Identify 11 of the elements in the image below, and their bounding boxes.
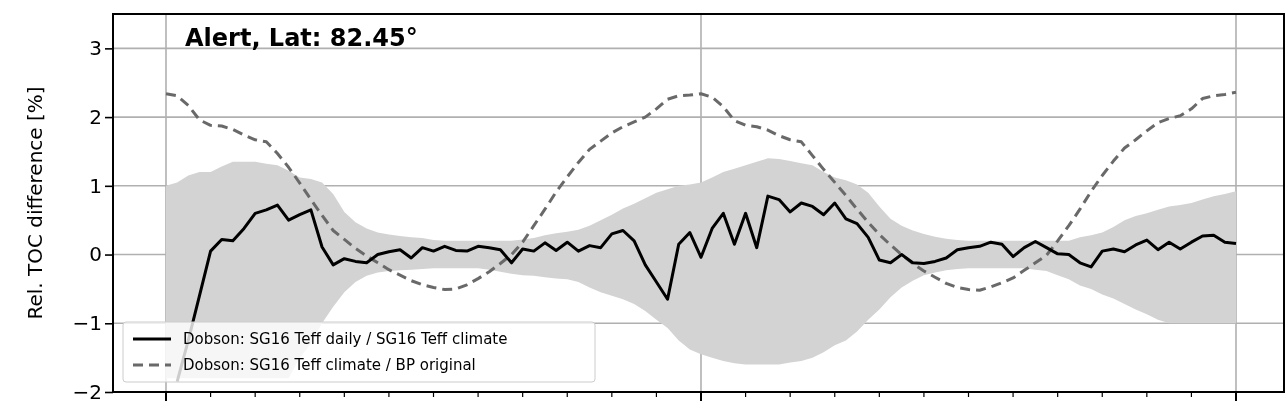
y-tick-label: 0 [89, 242, 102, 267]
y-tick-label: 1 [89, 173, 102, 198]
y-tick-label: 2 [89, 104, 102, 129]
y-tick-label: −2 [72, 379, 102, 402]
text: Alert, Lat: 82.45° [185, 24, 418, 52]
y-tick-label: 3 [89, 36, 102, 61]
line-series [164, 90, 1238, 292]
legend-label: Dobson: SG16 Teff daily / SG16 Teff climate [183, 330, 508, 348]
legend-label: Dobson: SG16 Teff climate / BP original [183, 356, 476, 374]
y-tick-label: −1 [72, 311, 102, 336]
y-axis-title: Rel. TOC difference [%] [23, 86, 47, 320]
